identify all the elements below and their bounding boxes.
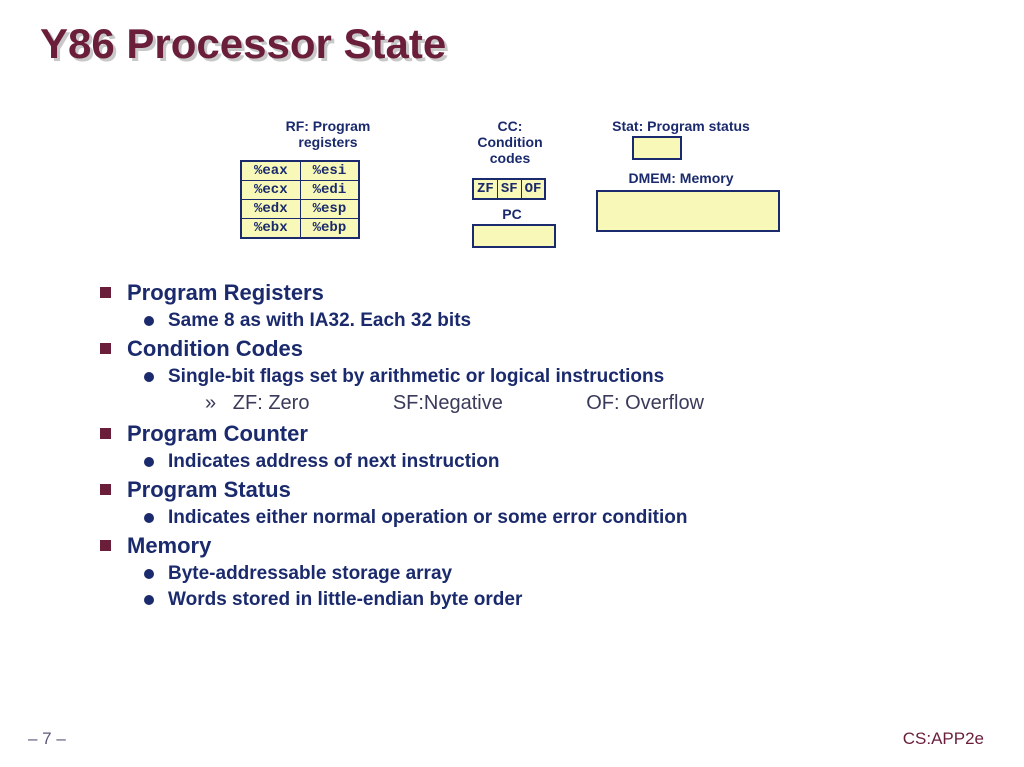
reg-cell: %ebx bbox=[241, 219, 300, 239]
lvl1-heading: Program Registers bbox=[127, 280, 324, 306]
square-bullet-icon bbox=[100, 484, 111, 495]
reg-cell: %esi bbox=[300, 161, 359, 181]
lvl1-heading: Memory bbox=[127, 533, 211, 559]
lvl1-item: Program Counter bbox=[100, 421, 984, 447]
page-number: – 7 – bbox=[28, 729, 66, 749]
cc-flag: OF bbox=[522, 180, 545, 198]
lvl1-item: Program Status bbox=[100, 477, 984, 503]
state-diagram: RF: Program registers %eax%esi %ecx%edi … bbox=[240, 118, 800, 268]
lvl2-text: Words stored in little-endian byte order bbox=[168, 589, 522, 611]
pc-label: PC bbox=[472, 206, 552, 222]
lvl2-text: Single-bit flags set by arithmetic or lo… bbox=[168, 366, 664, 388]
lvl2-text: Byte-addressable storage array bbox=[168, 563, 452, 585]
register-table: %eax%esi %ecx%edi %edx%esp %ebx%ebp bbox=[240, 160, 360, 239]
cc-label: CC: Condition codes bbox=[465, 118, 555, 166]
lvl1-item: Program Registers bbox=[100, 280, 984, 306]
lvl1-heading: Program Status bbox=[127, 477, 291, 503]
cc-flag: SF bbox=[498, 180, 522, 198]
footer-brand: CS:APP2e bbox=[903, 729, 984, 749]
slide-title: Y86 Processor State bbox=[40, 20, 446, 68]
square-bullet-icon bbox=[100, 428, 111, 439]
lvl2-text: Indicates address of next instruction bbox=[168, 451, 500, 473]
dot-bullet-icon bbox=[144, 569, 154, 579]
lvl2-text: Indicates either normal operation or som… bbox=[168, 507, 687, 529]
cc-flags: ZF SF OF bbox=[472, 178, 546, 200]
reg-cell: %ebp bbox=[300, 219, 359, 239]
lvl2-text: Same 8 as with IA32. Each 32 bits bbox=[168, 310, 471, 332]
square-bullet-icon bbox=[100, 343, 111, 354]
reg-cell: %eax bbox=[241, 161, 300, 181]
lvl2-item: Byte-addressable storage array bbox=[144, 563, 984, 585]
stat-box bbox=[632, 136, 682, 160]
dot-bullet-icon bbox=[144, 457, 154, 467]
lvl2-item: Words stored in little-endian byte order bbox=[144, 589, 984, 611]
lvl1-heading: Condition Codes bbox=[127, 336, 303, 362]
lvl2-item: Same 8 as with IA32. Each 32 bits bbox=[144, 310, 984, 332]
square-bullet-icon bbox=[100, 287, 111, 298]
rf-label: RF: Program registers bbox=[258, 118, 398, 150]
square-bullet-icon bbox=[100, 540, 111, 551]
cc-flag: ZF bbox=[474, 180, 498, 198]
reg-cell: %edi bbox=[300, 181, 359, 200]
dot-bullet-icon bbox=[144, 513, 154, 523]
stat-label: Stat: Program status bbox=[586, 118, 776, 134]
dmem-box bbox=[596, 190, 780, 232]
dot-bullet-icon bbox=[144, 595, 154, 605]
reg-cell: %ecx bbox=[241, 181, 300, 200]
dot-bullet-icon bbox=[144, 316, 154, 326]
reg-cell: %edx bbox=[241, 200, 300, 219]
dmem-label: DMEM: Memory bbox=[586, 170, 776, 186]
lvl2-item: Indicates address of next instruction bbox=[144, 451, 984, 473]
dot-bullet-icon bbox=[144, 372, 154, 382]
lvl1-item: Memory bbox=[100, 533, 984, 559]
bullet-content: Program Registers Same 8 as with IA32. E… bbox=[100, 280, 984, 615]
lvl1-heading: Program Counter bbox=[127, 421, 308, 447]
lvl3-text: » ZF: Zero SF:Negative OF: Overflow bbox=[205, 392, 984, 415]
lvl1-item: Condition Codes bbox=[100, 336, 984, 362]
pc-box bbox=[472, 224, 556, 248]
lvl2-item: Indicates either normal operation or som… bbox=[144, 507, 984, 529]
lvl2-item: Single-bit flags set by arithmetic or lo… bbox=[144, 366, 984, 388]
reg-cell: %esp bbox=[300, 200, 359, 219]
